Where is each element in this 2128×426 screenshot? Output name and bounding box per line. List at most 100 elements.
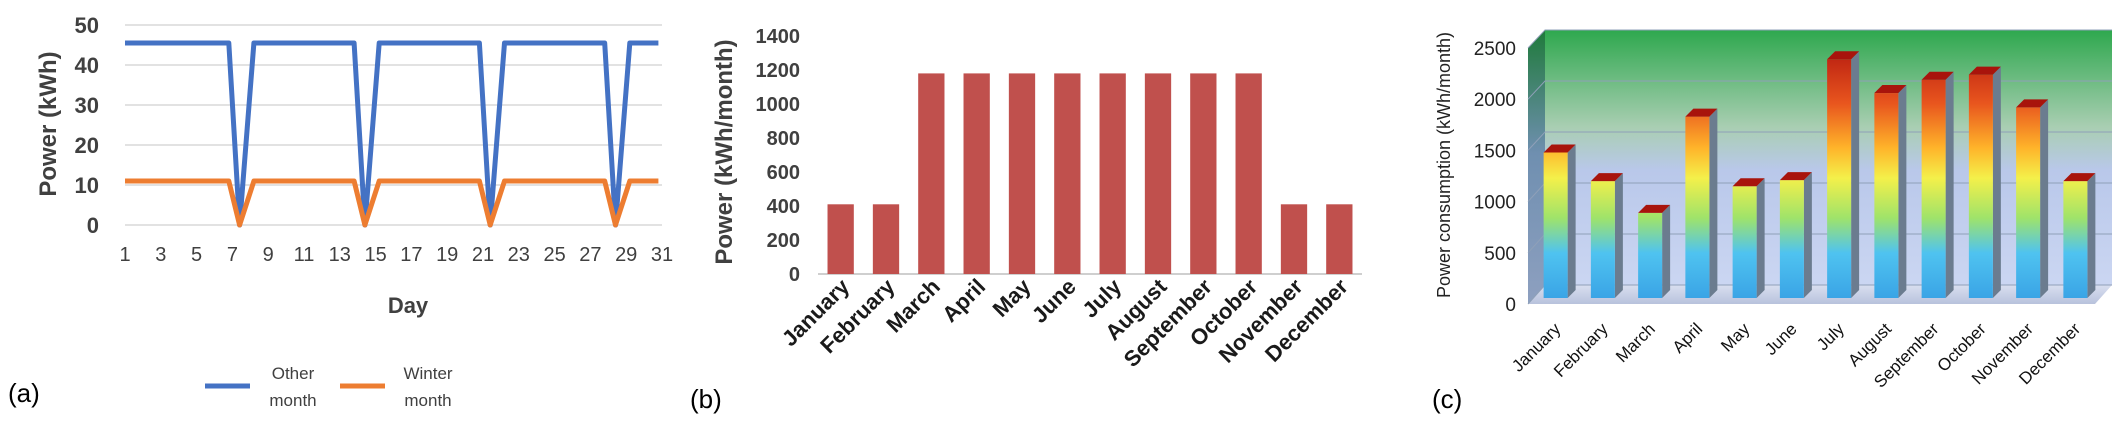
panel-b-y-tick-labels: 0 200 400 600 800 1000 1200 1400 [756,26,801,286]
panel-a-x-tick-1: 1 [119,244,130,266]
panel-c-bar-side-march [1662,204,1671,298]
panel-a-y-tick-40: 40 [75,53,99,78]
panel-b-y-tick-600: 600 [767,162,800,184]
panel-a-legend-label-other-month: Other month [269,364,316,410]
panel-a-x-tick-31: 31 [651,244,673,266]
panel-c-bar-top-november [2016,99,2049,108]
panel-c-bar-side-may [1756,178,1765,298]
panel-c-bar-april [1685,116,1710,298]
panel-c-bar-top-march [1638,204,1671,213]
panel-a-y-tick-30: 30 [75,93,99,118]
panel-c-gridline [1527,29,2112,49]
panel-c-y-axis-label: Power consumption (kWh/month) [1434,32,1454,298]
panel-a-y-tick-labels: 0 10 20 30 40 50 [75,13,99,238]
panel-c-bar-side-december [2087,173,2096,298]
panel-b-y-tick-1200: 1200 [756,60,801,82]
panel-a-y-axis-label: Power (kWh) [35,51,62,196]
panel-c-y-tick-0: 0 [1505,295,1516,316]
panel-c-side-wall [1528,30,1545,304]
panel-a-x-axis-label: Day [388,293,429,318]
panel-a-x-tick-15: 15 [364,244,386,266]
panel-c-y-tick-2000: 2000 [1474,90,1516,111]
panel-a-x-tick-labels: 1 3 5 7 9 11 13 15 17 19 21 23 25 27 29 31 [119,244,673,266]
panel-c-bar-side-july [1851,51,1860,298]
panel-b-bar-september [1190,73,1217,275]
panel-b-bar-august [1144,73,1172,275]
panel-c-y-tick-1000: 1000 [1474,193,1516,214]
panel-b-y-tick-200: 200 [767,230,800,252]
panel-b-x-tick-june: June [1027,274,1081,328]
panel-c-bar-august [1874,93,1899,298]
panel-a-x-tick-3: 3 [155,244,166,266]
panel-c-floor [1528,285,2112,304]
panel-c-y-tick-labels: 0 500 1000 1500 2000 2500 [1474,39,1516,316]
panel-c-bar-october [1968,74,1993,299]
panel-c-bar-june [1779,180,1804,298]
panel-c-x-tick-june: June [1761,319,1801,359]
panel-c-bar-top-september [1921,71,1954,80]
panel-b-bar-april [963,73,990,275]
panel-c-bar-top-may [1732,178,1765,187]
panel-c-bar-side-october [1992,66,2001,299]
panel-c-y-tick-2500: 2500 [1474,39,1516,60]
panel-b-bar-july [1099,73,1126,275]
panel-b-x-tick-labels: JanuaryFebruaryMarchAprilMayJuneJulyAugu… [777,273,1353,372]
panel-a-label: (a) [8,378,40,408]
panel-c-bar-march [1638,212,1663,298]
panel-c-bar-september [1921,79,1946,298]
panel-c-bar-may [1732,186,1757,298]
panel-a-series-line-other-month [125,40,659,228]
panel-c-bar-side-april [1709,108,1718,298]
panel-b-bar-may [1008,73,1036,275]
panel-c-bar-side-august [1898,85,1907,298]
panel-b-bar-june [1054,73,1081,275]
panel-c-y-tick-500: 500 [1484,244,1516,265]
panel-a-x-tick-27: 27 [579,244,601,266]
panel-a-x-tick-17: 17 [400,244,422,266]
panel-c-x-tick-march: March [1612,319,1659,366]
panel-c-bar-side-september [1945,71,1954,298]
panel-a-y-tick-50: 50 [75,13,99,38]
panel-c-bar-top-october [1968,66,2001,75]
panel-a-series-line-winter-month [125,178,659,228]
panel-b-y-tick-400: 400 [767,196,800,218]
panel-a-y-tick-10: 10 [75,173,99,198]
panel-a-x-tick-13: 13 [329,244,351,266]
panel-b-y-axis-label: Power (kWh/month) [711,39,738,264]
panel-c-bar-top-february [1590,173,1623,182]
panel-b-y-tick-0: 0 [789,264,800,286]
panel-c-bars [1543,51,2096,299]
panel-a-x-tick-23: 23 [508,244,530,266]
panel-c-bar-top-december [2063,173,2096,182]
panel-b-bar-january [827,204,854,274]
panel-c-bar-january [1543,152,1568,298]
panel-a-x-tick-7: 7 [227,244,238,266]
panel-a-y-tick-0: 0 [87,213,99,238]
panel-c-bar-november [2016,107,2041,298]
panel-a-y-tick-20: 20 [75,133,99,158]
panel-a-x-tick-25: 25 [543,244,565,266]
panel-a-legend: Other month Winter month [205,364,453,410]
panel-c-bar-side-june [1803,172,1812,298]
panel-a-series-lines [125,40,659,228]
panel-c-x-tick-july: July [1813,319,1848,354]
panel-a-x-tick-29: 29 [615,244,637,266]
panel-b-y-tick-1000: 1000 [756,94,801,116]
panel-b-bar-october [1235,73,1262,275]
panel-b-y-tick-1400: 1400 [756,26,801,48]
panel-c-y-tick-1500: 1500 [1474,141,1516,162]
panel-c-bar-side-february [1614,173,1623,298]
panel-a-x-tick-9: 9 [263,244,274,266]
panel-b-x-tick-may: May [988,273,1036,321]
panel-c-x-tick-may: May [1717,319,1753,355]
panel-c-bar-top-january [1543,144,1576,153]
panel-b-label: (b) [690,384,722,414]
panel-c-bar-side-january [1567,144,1576,298]
panel-b-x-tick-april: April [937,274,990,327]
panel-b-bar-december [1326,204,1353,274]
panel-b-bar-chart: 0 200 400 600 800 1000 1200 1400 JanuaryFebruar… [690,26,1362,414]
panel-a-gridlines [125,24,662,226]
